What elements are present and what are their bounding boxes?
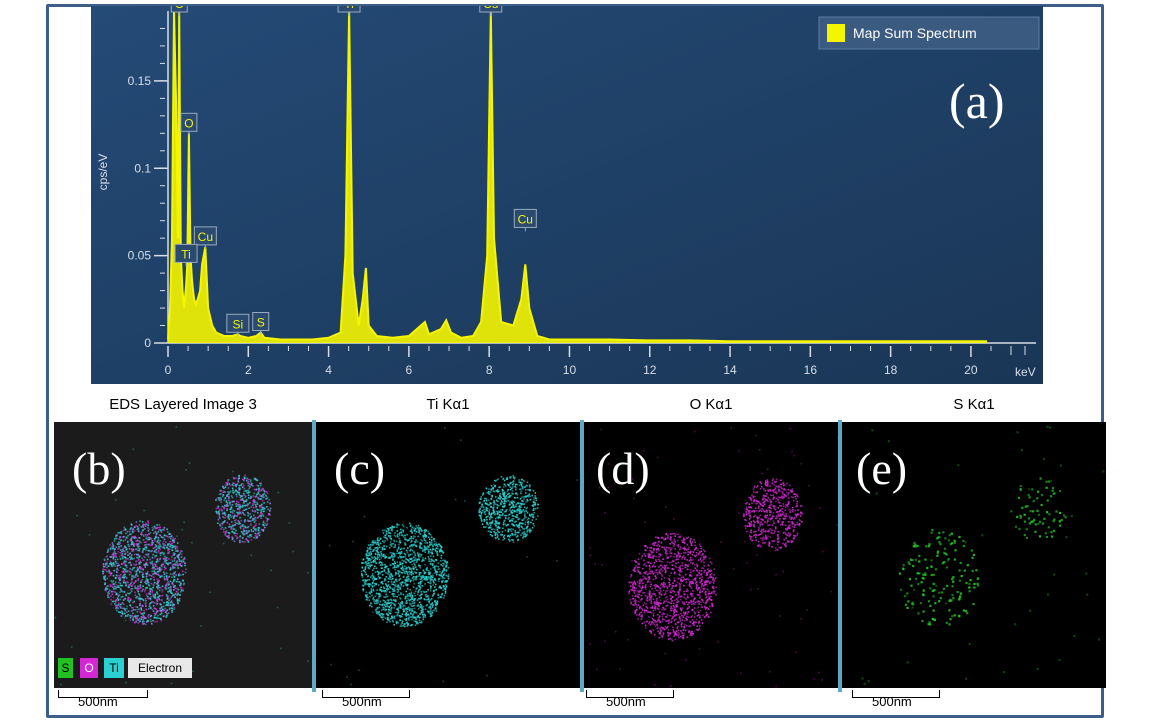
peak-labels: C O Cu Ti Si S Ti Cu Cu — [170, 6, 537, 337]
peak-label-cu: Cu — [193, 226, 217, 249]
peak-label-text: Cu — [198, 230, 213, 244]
y-axis-label: cps/eV — [96, 154, 110, 191]
peak-label-ti: Ti — [337, 6, 361, 16]
spectrum-series — [167, 10, 987, 343]
peak-label-si: Si — [226, 313, 250, 337]
map-dots — [54, 426, 309, 686]
peak-label-text: S — [257, 316, 265, 330]
peak-label-text: Ti — [181, 247, 191, 261]
panel-eds-layered-image: (b) S O Ti Electron — [54, 422, 312, 688]
s-map-image — [861, 425, 1105, 685]
panel-divider — [838, 420, 842, 692]
y-tick-label: 0 — [144, 336, 151, 350]
scale-bar-label: 500nm — [606, 694, 646, 709]
x-tick-label: 16 — [804, 363, 818, 377]
peak-label-cu: Cu — [479, 6, 503, 16]
scale-bar-label: 500nm — [342, 694, 382, 709]
y-tick-label: 0.15 — [128, 74, 152, 88]
chart-legend: Map Sum Spectrum — [818, 16, 1040, 50]
ti-map-image — [328, 427, 579, 686]
plot-background — [91, 6, 1043, 384]
caption-o-ka1: O Kα1 — [689, 396, 733, 413]
eds-spectrum-chart: 0 0.05 0.1 0.15 0 2 4 6 8 10 12 14 16 18 20 C O Cu Ti Si S T… — [91, 6, 1043, 384]
caption-s-ka1: S Kα1 — [953, 396, 995, 413]
scale-bar-c: 500nm — [322, 690, 410, 714]
layered-map-image — [54, 426, 309, 686]
legend-chip-ti: Ti — [104, 658, 124, 678]
x-tick-label: 18 — [884, 363, 898, 377]
x-tick-label: 14 — [723, 363, 737, 377]
x-tick-label: 2 — [245, 363, 252, 377]
panel-label-d: (d) — [596, 443, 650, 494]
scale-bar-label: 500nm — [78, 694, 118, 709]
panel-s-map: (e) — [842, 422, 1106, 688]
peak-label-ti: Ti — [174, 243, 198, 267]
map-dots — [861, 425, 1105, 685]
caption-ti-ka1: Ti Kα1 — [426, 396, 470, 413]
scale-bar-line — [852, 690, 940, 698]
panel-divider — [312, 420, 316, 692]
x-tick-label: 6 — [406, 363, 413, 377]
legend-chip-o: O — [80, 658, 98, 678]
peak-label-s: S — [252, 312, 270, 335]
map-dots — [328, 427, 579, 686]
legend-chip-electron: Electron — [128, 658, 192, 678]
scale-bar-label: 500nm — [872, 694, 912, 709]
x-tick-label: 12 — [643, 363, 657, 377]
x-tick-label: 20 — [964, 363, 978, 377]
y-tick-label: 0.1 — [134, 161, 151, 175]
legend-swatch — [827, 24, 845, 42]
x-axis-label: keV — [1015, 365, 1036, 379]
legend-label: Map Sum Spectrum — [853, 25, 977, 41]
peak-label-cu: Cu — [513, 208, 537, 232]
peak-label-text: Cu — [518, 212, 533, 226]
panel-label-c: (c) — [334, 443, 386, 494]
scale-bar-line — [586, 690, 674, 698]
x-tick-label: 4 — [325, 363, 332, 377]
peak-label-text: Ti — [344, 6, 354, 11]
peak-label-text: Si — [233, 317, 244, 331]
map-dots — [589, 426, 838, 688]
scale-bar-line — [58, 690, 148, 698]
panel-label-b: (b) — [72, 443, 126, 494]
scale-bar-line — [322, 690, 410, 698]
panel-ti-map: (c) — [316, 422, 580, 688]
peak-label-text: C — [175, 6, 184, 11]
panel-divider — [580, 420, 584, 692]
y-tick-label: 0.05 — [128, 249, 152, 263]
peak-label-o: O — [180, 112, 198, 136]
spectrum-line — [167, 10, 987, 343]
legend-box — [818, 16, 1040, 50]
x-tick-label: 0 — [165, 363, 172, 377]
figure-frame — [46, 4, 1104, 718]
legend-chip-s: S — [58, 658, 73, 678]
panel-o-map: (d) — [584, 422, 838, 688]
scale-bar-b: 500nm — [58, 690, 148, 714]
panel-label-e: (e) — [856, 443, 908, 494]
o-map-image — [589, 426, 838, 688]
x-tick-label: 8 — [486, 363, 493, 377]
scale-bar-d: 500nm — [586, 690, 674, 714]
peak-label-text: Cu — [483, 6, 498, 11]
peak-label-text: O — [184, 116, 193, 130]
peak-label-c: C — [170, 6, 188, 16]
x-tick-label: 10 — [563, 363, 577, 377]
panel-label-a: (a) — [949, 73, 1005, 129]
caption-eds-layered-image: EDS Layered Image 3 — [109, 396, 257, 413]
scale-bar-e: 500nm — [852, 690, 940, 714]
